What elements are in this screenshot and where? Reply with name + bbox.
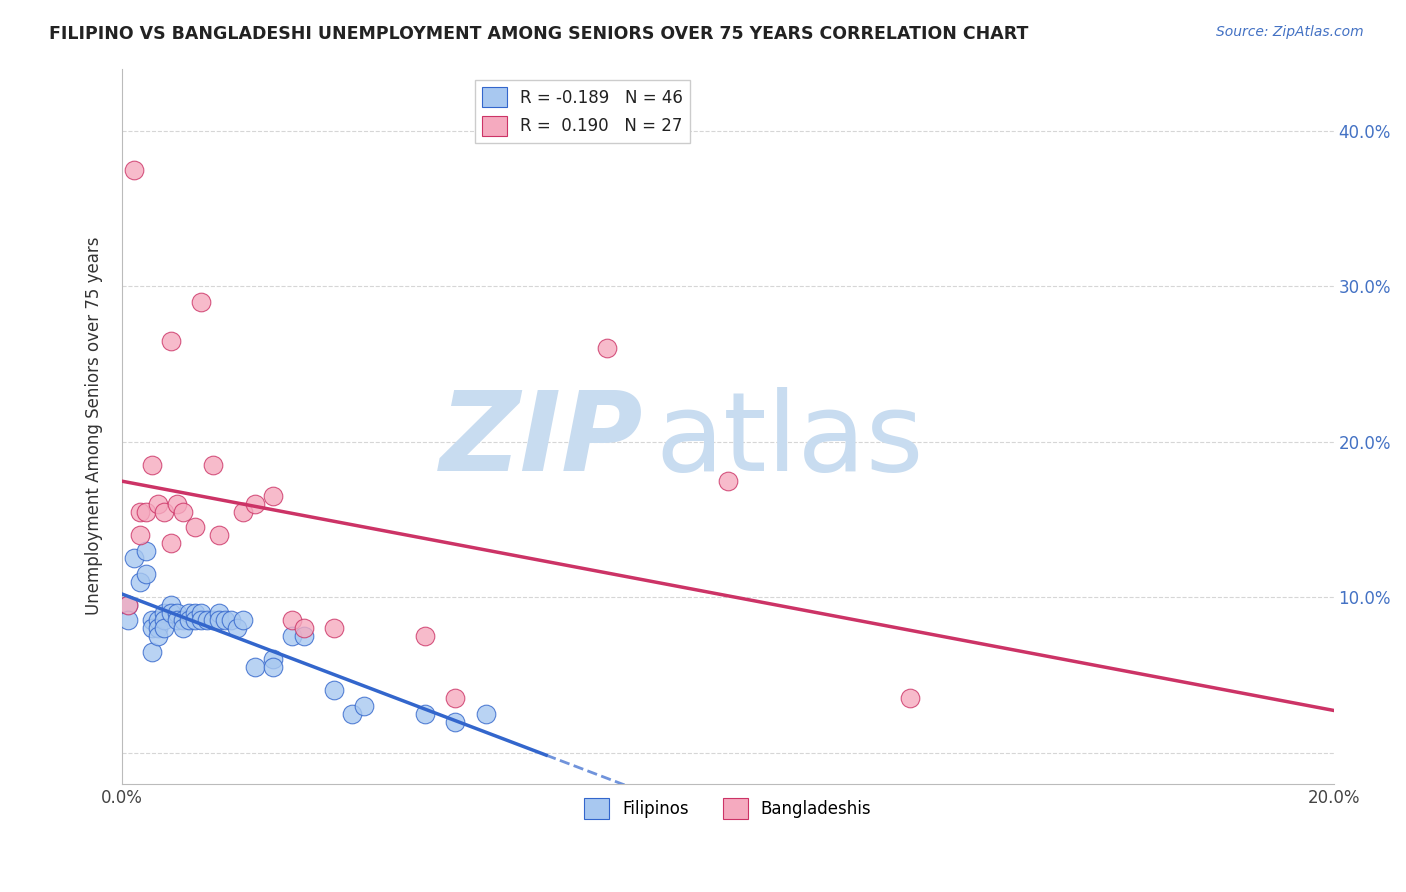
Point <box>292 629 315 643</box>
Point <box>232 505 254 519</box>
Point <box>595 342 617 356</box>
Point <box>263 489 285 503</box>
Point <box>292 621 315 635</box>
Point <box>159 598 181 612</box>
Point <box>280 614 302 628</box>
Point <box>172 505 194 519</box>
Point <box>177 606 200 620</box>
Point <box>201 458 224 472</box>
Point <box>166 614 188 628</box>
Point <box>141 614 163 628</box>
Point <box>413 706 436 721</box>
Point <box>353 698 375 713</box>
Point <box>141 644 163 658</box>
Point <box>129 505 152 519</box>
Point <box>219 614 242 628</box>
Point <box>226 621 249 635</box>
Point <box>117 598 139 612</box>
Point <box>195 614 218 628</box>
Point <box>474 706 496 721</box>
Text: FILIPINO VS BANGLADESHI UNEMPLOYMENT AMONG SENIORS OVER 75 YEARS CORRELATION CHA: FILIPINO VS BANGLADESHI UNEMPLOYMENT AMO… <box>49 25 1029 43</box>
Point <box>190 606 212 620</box>
Text: atlas: atlas <box>655 387 924 494</box>
Point <box>153 505 176 519</box>
Point <box>208 528 231 542</box>
Point <box>717 474 740 488</box>
Point <box>263 660 285 674</box>
Point <box>245 660 267 674</box>
Point <box>129 574 152 589</box>
Point <box>166 497 188 511</box>
Point <box>177 614 200 628</box>
Point <box>184 614 207 628</box>
Point <box>141 458 163 472</box>
Y-axis label: Unemployment Among Seniors over 75 years: Unemployment Among Seniors over 75 years <box>86 237 103 615</box>
Point <box>172 614 194 628</box>
Point <box>148 621 170 635</box>
Point <box>122 551 145 566</box>
Point <box>201 614 224 628</box>
Point <box>129 528 152 542</box>
Point <box>122 162 145 177</box>
Point <box>208 614 231 628</box>
Point <box>159 606 181 620</box>
Point <box>444 691 467 706</box>
Point <box>898 691 921 706</box>
Point <box>208 606 231 620</box>
Point <box>263 652 285 666</box>
Point <box>153 614 176 628</box>
Point <box>117 614 139 628</box>
Point <box>184 520 207 534</box>
Point <box>148 629 170 643</box>
Point <box>148 497 170 511</box>
Text: Source: ZipAtlas.com: Source: ZipAtlas.com <box>1216 25 1364 39</box>
Point <box>148 614 170 628</box>
Point <box>159 334 181 348</box>
Point <box>323 621 346 635</box>
Point <box>153 606 176 620</box>
Text: ZIP: ZIP <box>440 387 643 494</box>
Point <box>141 621 163 635</box>
Point <box>413 629 436 643</box>
Point <box>214 614 236 628</box>
Point <box>172 621 194 635</box>
Point <box>184 606 207 620</box>
Point <box>190 294 212 309</box>
Point <box>190 614 212 628</box>
Legend: Filipinos, Bangladeshis: Filipinos, Bangladeshis <box>578 792 879 825</box>
Point <box>444 714 467 729</box>
Point <box>232 614 254 628</box>
Point <box>159 535 181 549</box>
Point <box>166 606 188 620</box>
Point <box>135 543 157 558</box>
Point <box>135 566 157 581</box>
Point <box>135 505 157 519</box>
Point <box>323 683 346 698</box>
Point <box>153 621 176 635</box>
Point <box>342 706 364 721</box>
Point <box>280 629 302 643</box>
Point <box>245 497 267 511</box>
Point <box>117 598 139 612</box>
